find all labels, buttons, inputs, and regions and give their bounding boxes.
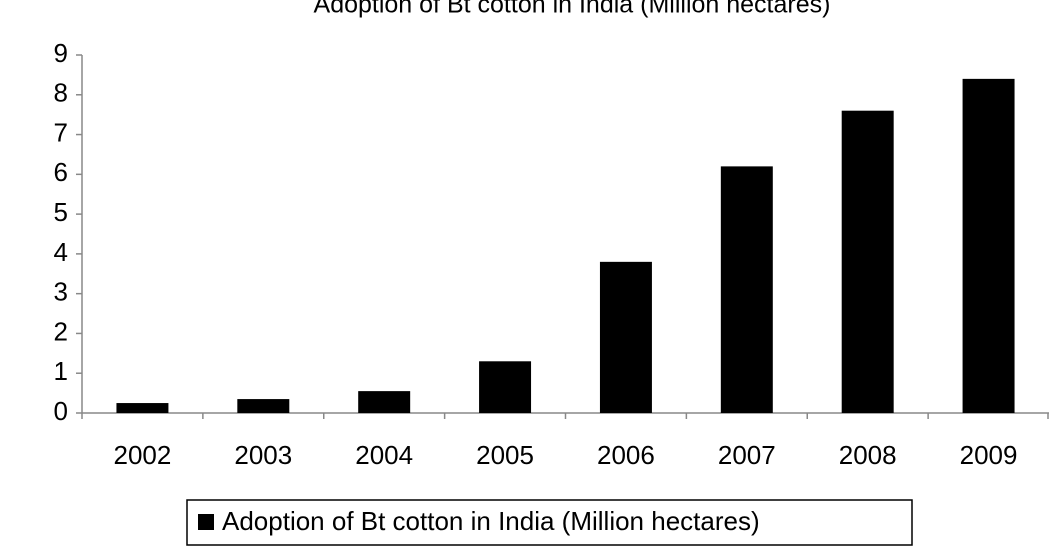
legend-label: Adoption of Bt cotton in India (Million … (222, 506, 760, 536)
legend-box (186, 499, 913, 546)
x-tick-label: 2008 (839, 440, 897, 470)
x-tick-label: 2003 (234, 440, 292, 470)
bar (962, 78, 1015, 413)
x-tick-label: 2005 (476, 440, 534, 470)
bar (841, 110, 894, 413)
x-tick-label: 2004 (355, 440, 413, 470)
bar (237, 399, 290, 413)
y-tick-label: 4 (54, 237, 68, 267)
bar (720, 166, 773, 413)
y-tick-label: 6 (54, 157, 68, 187)
x-tick-label: 2007 (718, 440, 776, 470)
bar (358, 391, 411, 413)
bar (599, 261, 652, 413)
x-tick-label: 2006 (597, 440, 655, 470)
y-tick-label: 8 (54, 78, 68, 108)
x-tick-label: 2002 (114, 440, 172, 470)
bar (116, 403, 169, 413)
y-tick-label: 2 (54, 316, 68, 346)
chart-title: Adoption of Bt cotton in India (Million … (314, 0, 831, 19)
legend (186, 499, 913, 546)
y-tick-label: 0 (54, 396, 68, 426)
y-tick-label: 9 (54, 38, 68, 68)
x-tick-label: 2009 (960, 440, 1018, 470)
y-tick-label: 5 (54, 197, 68, 227)
y-tick-label: 7 (54, 117, 68, 147)
legend-swatch (198, 514, 214, 530)
y-tick-label: 1 (54, 356, 68, 386)
y-tick-label: 3 (54, 277, 68, 307)
bar (479, 361, 532, 413)
